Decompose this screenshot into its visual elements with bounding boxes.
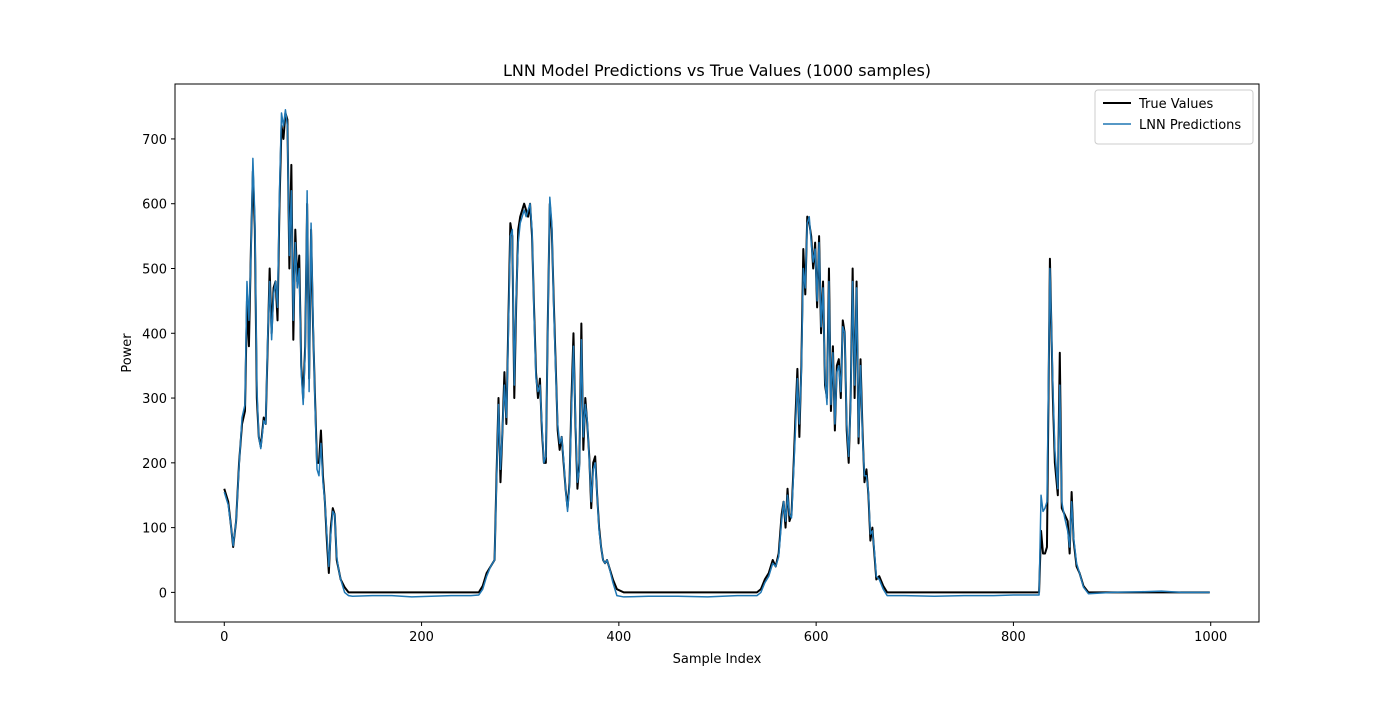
y-tick-label: 0 bbox=[159, 586, 167, 601]
x-axis-label: Sample Index bbox=[673, 652, 762, 667]
x-tick-label: 1000 bbox=[1194, 630, 1227, 645]
data-line bbox=[223, 109, 1210, 598]
legend-label: True Values bbox=[1138, 97, 1213, 112]
legend-label: LNN Predictions bbox=[1139, 118, 1241, 133]
axes-frame bbox=[174, 83, 1260, 623]
y-tick-label: 400 bbox=[142, 327, 167, 342]
chart-title: LNN Model Predictions vs True Values (10… bbox=[503, 61, 931, 80]
legend: True Values LNN Predictions bbox=[1094, 89, 1254, 145]
y-tick-label: 600 bbox=[142, 198, 167, 213]
y-tick-label: 200 bbox=[142, 457, 167, 472]
legend-box bbox=[1094, 89, 1254, 145]
x-tick-label: 600 bbox=[804, 630, 829, 645]
x-tick-label: 200 bbox=[409, 630, 434, 645]
y-tick-label: 100 bbox=[142, 522, 167, 537]
plot-area bbox=[223, 109, 1210, 598]
y-tick-label: 300 bbox=[142, 392, 167, 407]
x-tick-label: 400 bbox=[606, 630, 631, 645]
y-tick-label: 700 bbox=[142, 133, 167, 148]
x-tick-label: 800 bbox=[1001, 630, 1026, 645]
y-tick-label: 500 bbox=[142, 262, 167, 277]
x-tick-label: 0 bbox=[220, 630, 228, 645]
y-axis-label: Power bbox=[120, 333, 135, 373]
